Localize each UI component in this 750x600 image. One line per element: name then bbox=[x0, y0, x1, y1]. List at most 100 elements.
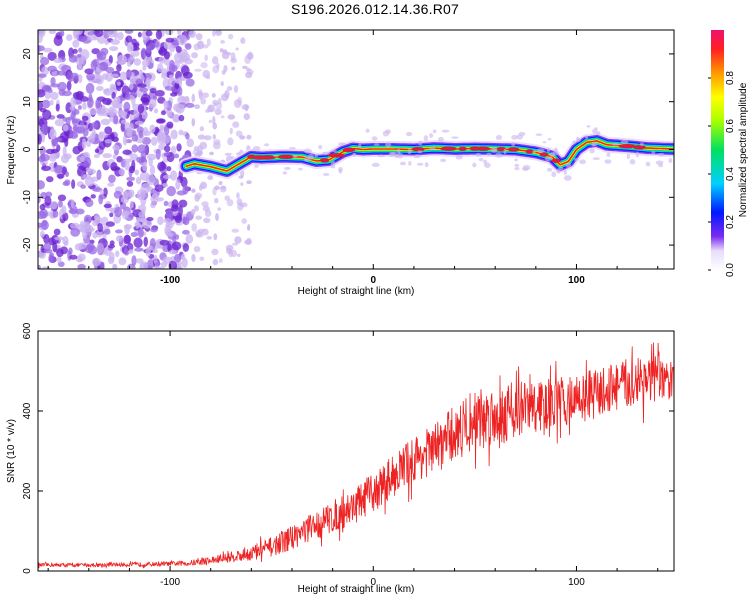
ridge-scatter bbox=[522, 167, 529, 171]
noise-speckle bbox=[48, 30, 57, 35]
noise-speckle bbox=[170, 145, 177, 155]
y-tick-label: 20 bbox=[22, 48, 33, 60]
noise-speckle bbox=[129, 200, 134, 209]
noise-speckle bbox=[136, 83, 147, 88]
noise-speckle bbox=[44, 91, 52, 100]
noise-speckle bbox=[128, 249, 134, 254]
noise-speckle bbox=[240, 37, 246, 44]
noise-speckle bbox=[72, 48, 78, 54]
ridge-scatter bbox=[511, 142, 516, 147]
noise-speckle bbox=[44, 195, 52, 206]
ridge-scatter bbox=[424, 162, 429, 168]
noise-speckle bbox=[182, 184, 189, 195]
noise-speckle bbox=[108, 243, 116, 249]
ridge-scatter bbox=[532, 150, 536, 154]
ridge-scatter bbox=[358, 143, 362, 149]
ridge-scatter bbox=[491, 147, 498, 153]
noise-speckle bbox=[38, 180, 45, 190]
noise-speckle bbox=[83, 157, 92, 168]
ridge-scatter bbox=[495, 152, 503, 158]
noise-speckle bbox=[238, 175, 244, 179]
noise-speckle bbox=[212, 56, 219, 65]
ridge-hotspot bbox=[411, 147, 425, 152]
noise-speckle bbox=[62, 212, 69, 222]
noise-speckle bbox=[39, 57, 50, 66]
noise-speckle bbox=[69, 132, 79, 139]
noise-speckle bbox=[220, 39, 226, 44]
noise-speckle bbox=[177, 95, 187, 105]
noise-speckle bbox=[168, 249, 177, 255]
snr-frame bbox=[37, 330, 675, 572]
ridge-scatter bbox=[407, 148, 412, 155]
noise-speckle bbox=[247, 223, 251, 231]
noise-speckle bbox=[181, 257, 188, 269]
noise-speckle bbox=[133, 42, 140, 48]
noise-speckle bbox=[49, 154, 57, 162]
ridge-scatter bbox=[606, 152, 611, 157]
ridge-scatter bbox=[589, 148, 595, 154]
noise-speckle bbox=[154, 184, 164, 192]
noise-speckle bbox=[102, 153, 112, 159]
noise-speckle bbox=[105, 72, 114, 82]
noise-speckle bbox=[115, 229, 123, 234]
noise-speckle bbox=[53, 57, 63, 64]
ridge-scatter bbox=[417, 150, 423, 154]
noise-speckle bbox=[163, 101, 169, 109]
noise-speckle bbox=[191, 93, 196, 103]
ridge-scatter bbox=[429, 146, 436, 150]
noise-speckle bbox=[164, 224, 172, 236]
noise-speckle bbox=[81, 138, 87, 150]
noise-speckle bbox=[142, 127, 149, 136]
noise-speckle bbox=[166, 186, 177, 197]
noise-speckle bbox=[214, 108, 222, 116]
noise-speckle bbox=[138, 211, 146, 218]
ridge-scatter bbox=[514, 158, 518, 162]
noise-speckle bbox=[185, 78, 195, 87]
noise-speckle bbox=[90, 227, 95, 232]
noise-speckle bbox=[176, 143, 182, 152]
noise-speckle bbox=[237, 253, 241, 257]
noise-speckle bbox=[190, 209, 196, 216]
noise-speckle bbox=[129, 74, 136, 85]
noise-speckle bbox=[133, 58, 142, 66]
noise-speckle bbox=[100, 118, 111, 126]
noise-speckle bbox=[141, 59, 150, 67]
ridge-scatter bbox=[486, 152, 492, 156]
noise-speckle bbox=[103, 203, 112, 209]
noise-speckle bbox=[77, 105, 82, 110]
ridge-scatter bbox=[455, 154, 463, 160]
noise-speckle bbox=[108, 174, 116, 183]
noise-speckle bbox=[87, 34, 96, 41]
noise-speckle bbox=[82, 101, 87, 110]
noise-speckle bbox=[98, 140, 106, 150]
noise-speckle bbox=[112, 154, 117, 160]
ridge-scatter bbox=[440, 158, 447, 163]
noise-speckle bbox=[94, 148, 100, 154]
ridge-hotspot bbox=[525, 149, 534, 154]
noise-speckle bbox=[113, 263, 118, 269]
noise-speckle bbox=[122, 190, 129, 200]
colorbar-ticks: 0.0 0.2 0.4 0.6 0.8 bbox=[708, 71, 736, 277]
ridge-scatter bbox=[565, 162, 572, 168]
noise-speckle bbox=[43, 248, 53, 254]
noise-speckle bbox=[178, 129, 184, 136]
ridge-scatter bbox=[318, 144, 323, 150]
noise-speckle bbox=[136, 126, 144, 134]
noise-speckle bbox=[193, 43, 200, 51]
noise-speckle bbox=[42, 109, 52, 121]
noise-speckle bbox=[173, 153, 180, 159]
noise-speckle bbox=[38, 101, 43, 111]
chart-title: S196.2026.012.14.36.R07 bbox=[290, 1, 460, 17]
spectrogram-y-label: Frequency (Hz) bbox=[6, 116, 17, 185]
noise-speckle bbox=[214, 197, 219, 204]
ridge-scatter bbox=[385, 141, 392, 148]
noise-speckle bbox=[97, 222, 103, 233]
noise-speckle bbox=[170, 170, 178, 181]
noise-speckle bbox=[120, 119, 127, 125]
noise-speckle bbox=[158, 56, 166, 64]
noise-speckle bbox=[203, 135, 212, 141]
x-tick-label: -100 bbox=[160, 577, 180, 588]
noise-speckle bbox=[153, 108, 159, 114]
